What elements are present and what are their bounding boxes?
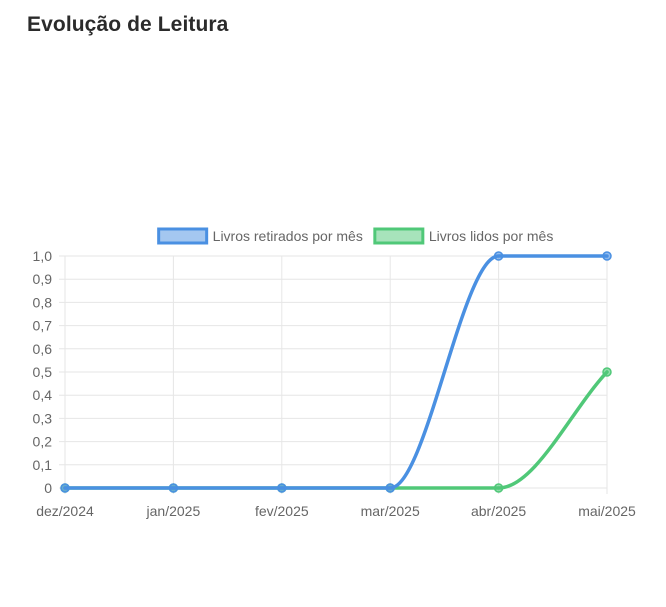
data-point[interactable] xyxy=(493,251,504,261)
y-tick-label: 0,6 xyxy=(33,341,53,357)
series-line xyxy=(63,370,609,490)
legend-swatch[interactable] xyxy=(157,227,209,245)
x-tick-label: mai/2025 xyxy=(578,503,636,519)
y-tick-label: 0,7 xyxy=(33,318,53,334)
page-title: Evolução de Leitura xyxy=(27,13,229,36)
y-tick-label: 0,8 xyxy=(33,294,53,310)
y-tick-label: 0 xyxy=(44,480,52,496)
data-point[interactable] xyxy=(602,367,612,377)
legend-swatch[interactable] xyxy=(373,227,425,245)
x-tick-label: dez/2024 xyxy=(36,503,94,519)
x-tick-label: fev/2025 xyxy=(255,503,309,519)
y-tick-label: 0,2 xyxy=(33,434,53,450)
y-tick-label: 0,9 xyxy=(33,271,53,287)
y-tick-label: 1,0 xyxy=(33,248,53,264)
data-point[interactable] xyxy=(385,483,395,493)
y-tick-label: 0,1 xyxy=(33,457,53,473)
x-tick-label: jan/2025 xyxy=(146,503,201,519)
legend-label[interactable]: Livros lidos por mês xyxy=(429,228,554,244)
y-tick-label: 0,4 xyxy=(33,387,53,403)
data-point[interactable] xyxy=(493,483,504,493)
data-point[interactable] xyxy=(168,483,179,493)
x-tick-label: mar/2025 xyxy=(361,503,420,519)
y-tick-label: 0,5 xyxy=(33,364,53,380)
y-tick-label: 0,3 xyxy=(33,410,53,426)
x-tick-label: abr/2025 xyxy=(471,503,526,519)
data-point[interactable] xyxy=(60,483,70,493)
legend-label[interactable]: Livros retirados por mês xyxy=(213,228,363,244)
data-point[interactable] xyxy=(277,483,287,493)
data-point[interactable] xyxy=(602,251,612,261)
